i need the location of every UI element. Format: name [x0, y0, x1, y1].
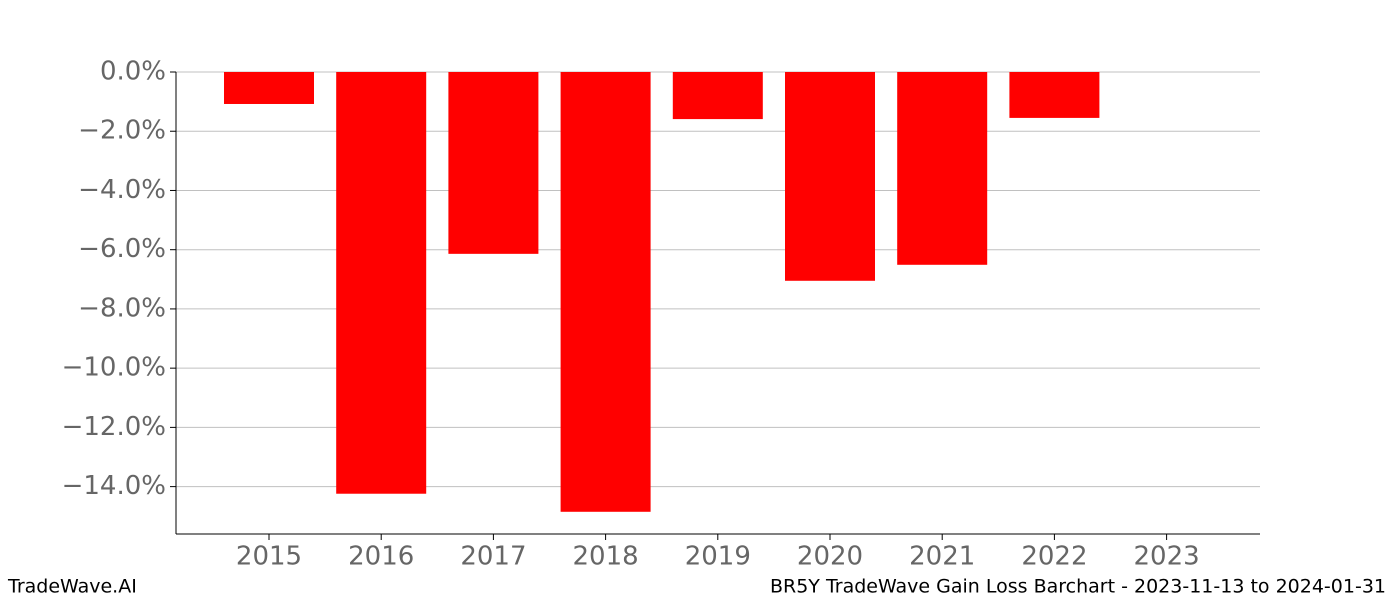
y-tick-label: −14.0% — [62, 471, 166, 501]
x-tick-label: 2020 — [797, 542, 863, 572]
y-tick-label: −6.0% — [78, 234, 166, 264]
y-tick-label: −4.0% — [78, 175, 166, 205]
bar — [224, 72, 314, 104]
x-tick-label: 2015 — [236, 542, 302, 572]
y-tick-label: 0.0% — [100, 57, 166, 87]
bar — [897, 72, 988, 265]
bar — [448, 72, 539, 254]
bar — [785, 72, 875, 281]
footer-left: TradeWave.AI — [7, 576, 137, 598]
y-tick-label: −12.0% — [62, 412, 166, 442]
bar — [336, 72, 427, 494]
y-tick-label: −10.0% — [62, 353, 166, 383]
x-tick-label: 2023 — [1134, 542, 1200, 572]
bar — [560, 72, 651, 512]
x-tick-label: 2016 — [348, 542, 414, 572]
footer-right: BR5Y TradeWave Gain Loss Barchart - 2023… — [770, 576, 1386, 598]
bar — [672, 72, 763, 120]
y-tick-label: −8.0% — [78, 293, 166, 323]
bar — [1009, 72, 1100, 118]
x-tick-label: 2022 — [1021, 542, 1087, 572]
x-tick-label: 2017 — [460, 542, 526, 572]
x-tick-label: 2019 — [685, 542, 751, 572]
x-tick-label: 2021 — [909, 542, 975, 572]
x-tick-label: 2018 — [573, 542, 639, 572]
y-tick-label: −2.0% — [78, 116, 166, 146]
